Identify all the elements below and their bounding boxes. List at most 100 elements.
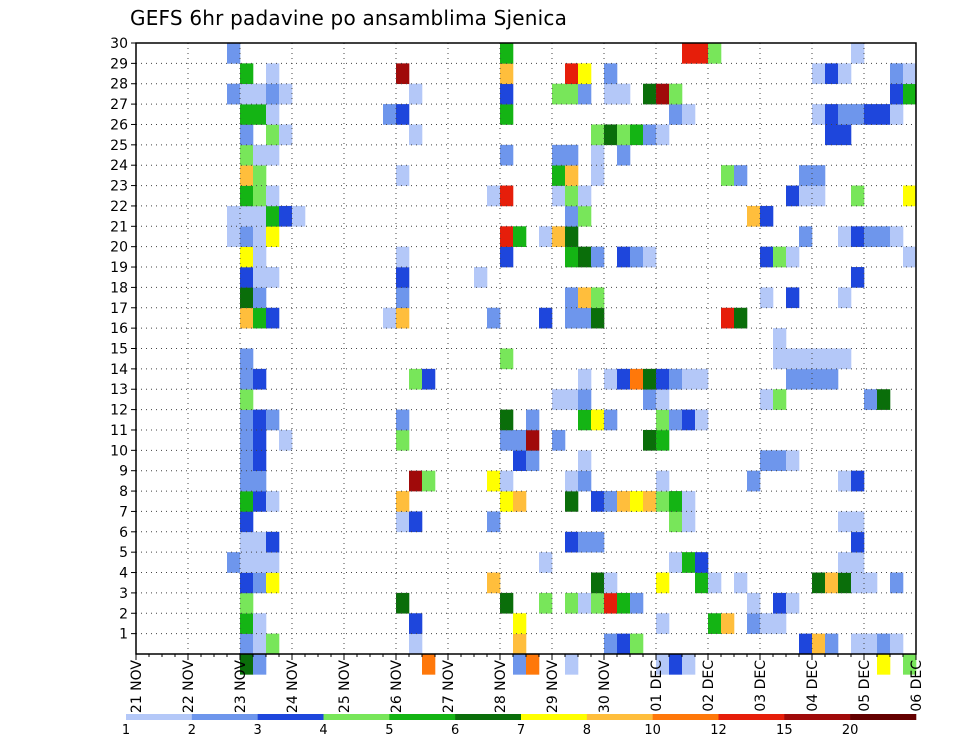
- x-tick-label: 06 DEC: [909, 660, 925, 712]
- precip-cell: [552, 185, 566, 207]
- precip-cell: [669, 511, 683, 533]
- legend-label: 20: [842, 723, 859, 738]
- y-tick-label: 21: [110, 219, 128, 235]
- precip-cell: [838, 287, 852, 309]
- precip-cell: [240, 491, 254, 512]
- legend-swatch: [586, 714, 653, 720]
- precip-cell: [773, 389, 787, 410]
- precip-cell: [799, 348, 813, 370]
- precip-cell: [500, 226, 514, 247]
- precip-cell: [240, 348, 254, 370]
- precip-cell: [240, 531, 254, 553]
- y-tick-label: 7: [119, 504, 128, 520]
- precip-cell: [279, 205, 293, 227]
- precip-cell: [812, 63, 826, 85]
- precip-cell: [422, 368, 436, 390]
- y-tick-label: 23: [110, 179, 128, 195]
- precip-cell: [825, 368, 839, 390]
- precip-cell: [539, 226, 553, 247]
- precip-cell: [786, 348, 800, 370]
- precip-cell: [266, 83, 280, 105]
- precip-cell: [591, 572, 605, 594]
- precip-cell: [240, 307, 254, 329]
- precip-cell: [682, 511, 696, 533]
- precip-cell: [838, 226, 852, 247]
- precip-cell: [487, 185, 501, 207]
- precip-cell: [266, 267, 280, 288]
- chart-title: GEFS 6hr padavine po ansamblima Sjenica: [130, 6, 568, 30]
- precip-cell: [565, 287, 579, 309]
- precip-cell: [240, 613, 254, 634]
- precip-cell: [825, 63, 839, 85]
- precip-cell: [500, 429, 514, 451]
- precip-cell: [773, 328, 787, 349]
- precip-cell: [409, 633, 423, 655]
- y-tick-label: 27: [110, 97, 128, 113]
- precip-cell: [526, 409, 540, 431]
- precip-cell: [240, 63, 254, 85]
- precip-cell: [656, 124, 670, 146]
- y-tick-label: 6: [119, 525, 128, 541]
- precip-cell: [500, 348, 514, 370]
- precip-cell: [851, 470, 865, 492]
- precip-cell: [253, 185, 267, 207]
- y-tick-label: 11: [110, 423, 128, 439]
- precip-cell: [799, 633, 813, 655]
- precip-cell: [253, 572, 267, 594]
- precip-cell: [643, 389, 657, 410]
- legend-swatch: [257, 714, 324, 720]
- precip-cell: [604, 124, 618, 146]
- precip-cell: [240, 409, 254, 431]
- precip-cell: [656, 470, 670, 492]
- precip-cell: [877, 633, 891, 655]
- precip-cell: [500, 185, 514, 207]
- precip-cell: [630, 491, 644, 512]
- precip-cell: [812, 165, 826, 186]
- precip-cell: [851, 531, 865, 553]
- precip-cell: [227, 226, 241, 247]
- precip-cell: [565, 185, 579, 207]
- precip-cell: [825, 348, 839, 370]
- precip-cell: [643, 246, 657, 268]
- legend-label: 5: [385, 723, 393, 738]
- precip-cell: [474, 267, 488, 288]
- precip-cell: [656, 83, 670, 105]
- precip-cell: [617, 368, 631, 390]
- y-tick-label: 15: [110, 342, 128, 358]
- precip-cell: [669, 409, 683, 431]
- precip-cell: [565, 654, 579, 675]
- precip-cell: [253, 165, 267, 186]
- legend-swatch: [521, 714, 588, 720]
- precip-cell: [591, 287, 605, 309]
- precip-cell: [903, 83, 917, 105]
- precip-cell: [760, 205, 774, 227]
- precip-cell: [500, 409, 514, 431]
- precip-cell: [656, 613, 670, 634]
- precip-cell: [253, 613, 267, 634]
- x-tick-label: 01 DEC: [649, 660, 665, 712]
- precip-cell: [240, 368, 254, 390]
- precip-cell: [851, 226, 865, 247]
- precip-cell: [760, 450, 774, 471]
- cells-group: [227, 43, 917, 675]
- precip-cell: [396, 409, 410, 431]
- precip-cell: [266, 144, 280, 166]
- precip-cell: [253, 409, 267, 431]
- precip-cell: [526, 429, 540, 451]
- precip-cell: [630, 368, 644, 390]
- precip-cell: [253, 226, 267, 247]
- precip-cell: [240, 246, 254, 268]
- precip-cell: [708, 613, 722, 634]
- precip-cell: [643, 124, 657, 146]
- precip-cell: [227, 552, 241, 573]
- y-tick-label: 2: [119, 606, 128, 622]
- precip-cell: [734, 307, 748, 329]
- precip-cell: [773, 450, 787, 471]
- y-tick-label: 25: [110, 138, 128, 154]
- precip-cell: [682, 409, 696, 431]
- precip-cell: [604, 633, 618, 655]
- precip-cell: [500, 104, 514, 125]
- x-tick-label: 02 DEC: [701, 660, 717, 712]
- precip-cell: [838, 124, 852, 146]
